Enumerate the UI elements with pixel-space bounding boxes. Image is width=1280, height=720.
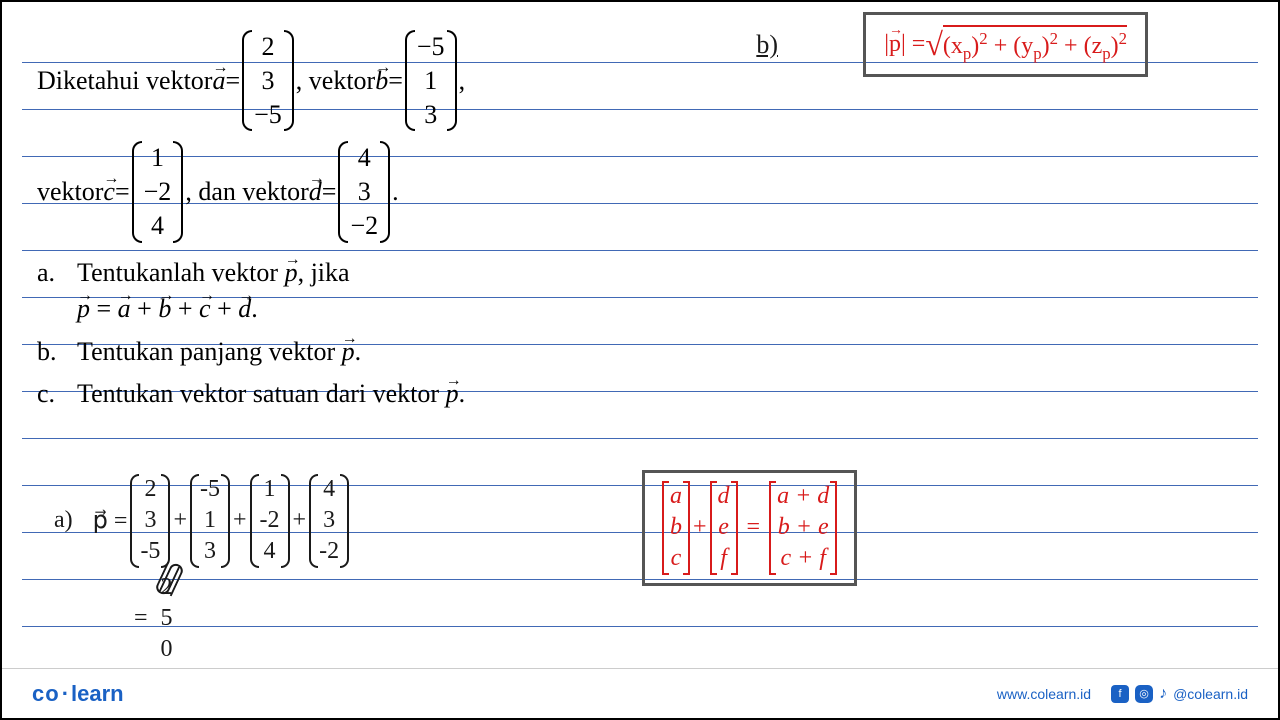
work-matrix-1: 23-5 — [130, 474, 170, 568]
brand-logo: co·learn — [32, 681, 124, 707]
question-c-text: Tentukan vektor satuan dari vektor →p. — [77, 376, 617, 412]
footer-handle: @colearn.id — [1173, 686, 1248, 702]
social-icons: f ◎ ♪ @colearn.id — [1111, 685, 1248, 703]
magnitude-formula-box: |→p| = √ (xp)2 + (yp)2 + (zp)2 — [863, 12, 1148, 77]
work-a-label: a) — [54, 507, 73, 534]
instagram-icon: ◎ — [1135, 685, 1153, 703]
intro-text-1a: Diketahui vektor — [37, 63, 212, 99]
sqrt-content: (xp)2 + (yp)2 + (zp)2 — [943, 25, 1127, 64]
question-a-text: Tentukanlah vektor →p, jika →p = →a + →b… — [77, 255, 617, 328]
facebook-icon: f — [1111, 685, 1129, 703]
work-result-matrix: 250 — [151, 572, 183, 666]
question-a-label: a. — [37, 255, 77, 328]
intro-text-1b: , vektor — [296, 63, 375, 99]
question-b-label: b. — [37, 334, 77, 370]
comma: , — [459, 63, 466, 99]
vector-d-symbol: →d — [309, 174, 322, 210]
handwritten-work-a: a) p⃗ = 23-5 + -513 + 1-24 + 43-2 = 250 — [54, 474, 352, 669]
sqrt-symbol: √ — [925, 26, 943, 63]
footer-url: www.colearn.id — [997, 686, 1091, 702]
period: . — [392, 174, 399, 210]
vector-b-symbol: →b — [375, 63, 388, 99]
matrix-c: 1 −2 4 — [132, 141, 184, 242]
work-matrix-4: 43-2 — [309, 474, 349, 568]
formula2-col1: abc — [662, 481, 690, 575]
work-a-peq: p⃗ = — [93, 506, 128, 535]
question-list: a. Tentukanlah vektor →p, jika →p = →a +… — [37, 255, 617, 413]
formula-lhs: |→p| = — [884, 31, 925, 58]
formula2-col3: a + db + ec + f — [769, 481, 837, 575]
work-matrix-2: -513 — [190, 474, 230, 568]
matrix-a: 2 3 −5 — [242, 30, 294, 131]
matrix-b: −5 1 3 — [405, 30, 457, 131]
matrix-addition-formula-box: abc + def = a + db + ec + f — [642, 470, 857, 586]
question-b-text: Tentukan panjang vektor →p. — [77, 334, 617, 370]
question-c-label: c. — [37, 376, 77, 412]
footer-bar: co·learn www.colearn.id f ◎ ♪ @colearn.i… — [2, 668, 1278, 718]
work-matrix-3: 1-24 — [250, 474, 290, 568]
vector-a-symbol: →a — [212, 63, 225, 99]
tiktok-icon: ♪ — [1159, 685, 1167, 703]
intro-text-2b: , dan vektor — [185, 174, 308, 210]
intro-text-2a: vektor — [37, 174, 103, 210]
formula2-col2: def — [710, 481, 738, 575]
problem-statement: Diketahui vektor →a = 2 3 −5 , vektor →b… — [37, 30, 617, 418]
vector-c-symbol: →c — [103, 174, 115, 210]
matrix-d: 4 3 −2 — [338, 141, 390, 242]
handwritten-b-label: b) — [756, 30, 778, 60]
